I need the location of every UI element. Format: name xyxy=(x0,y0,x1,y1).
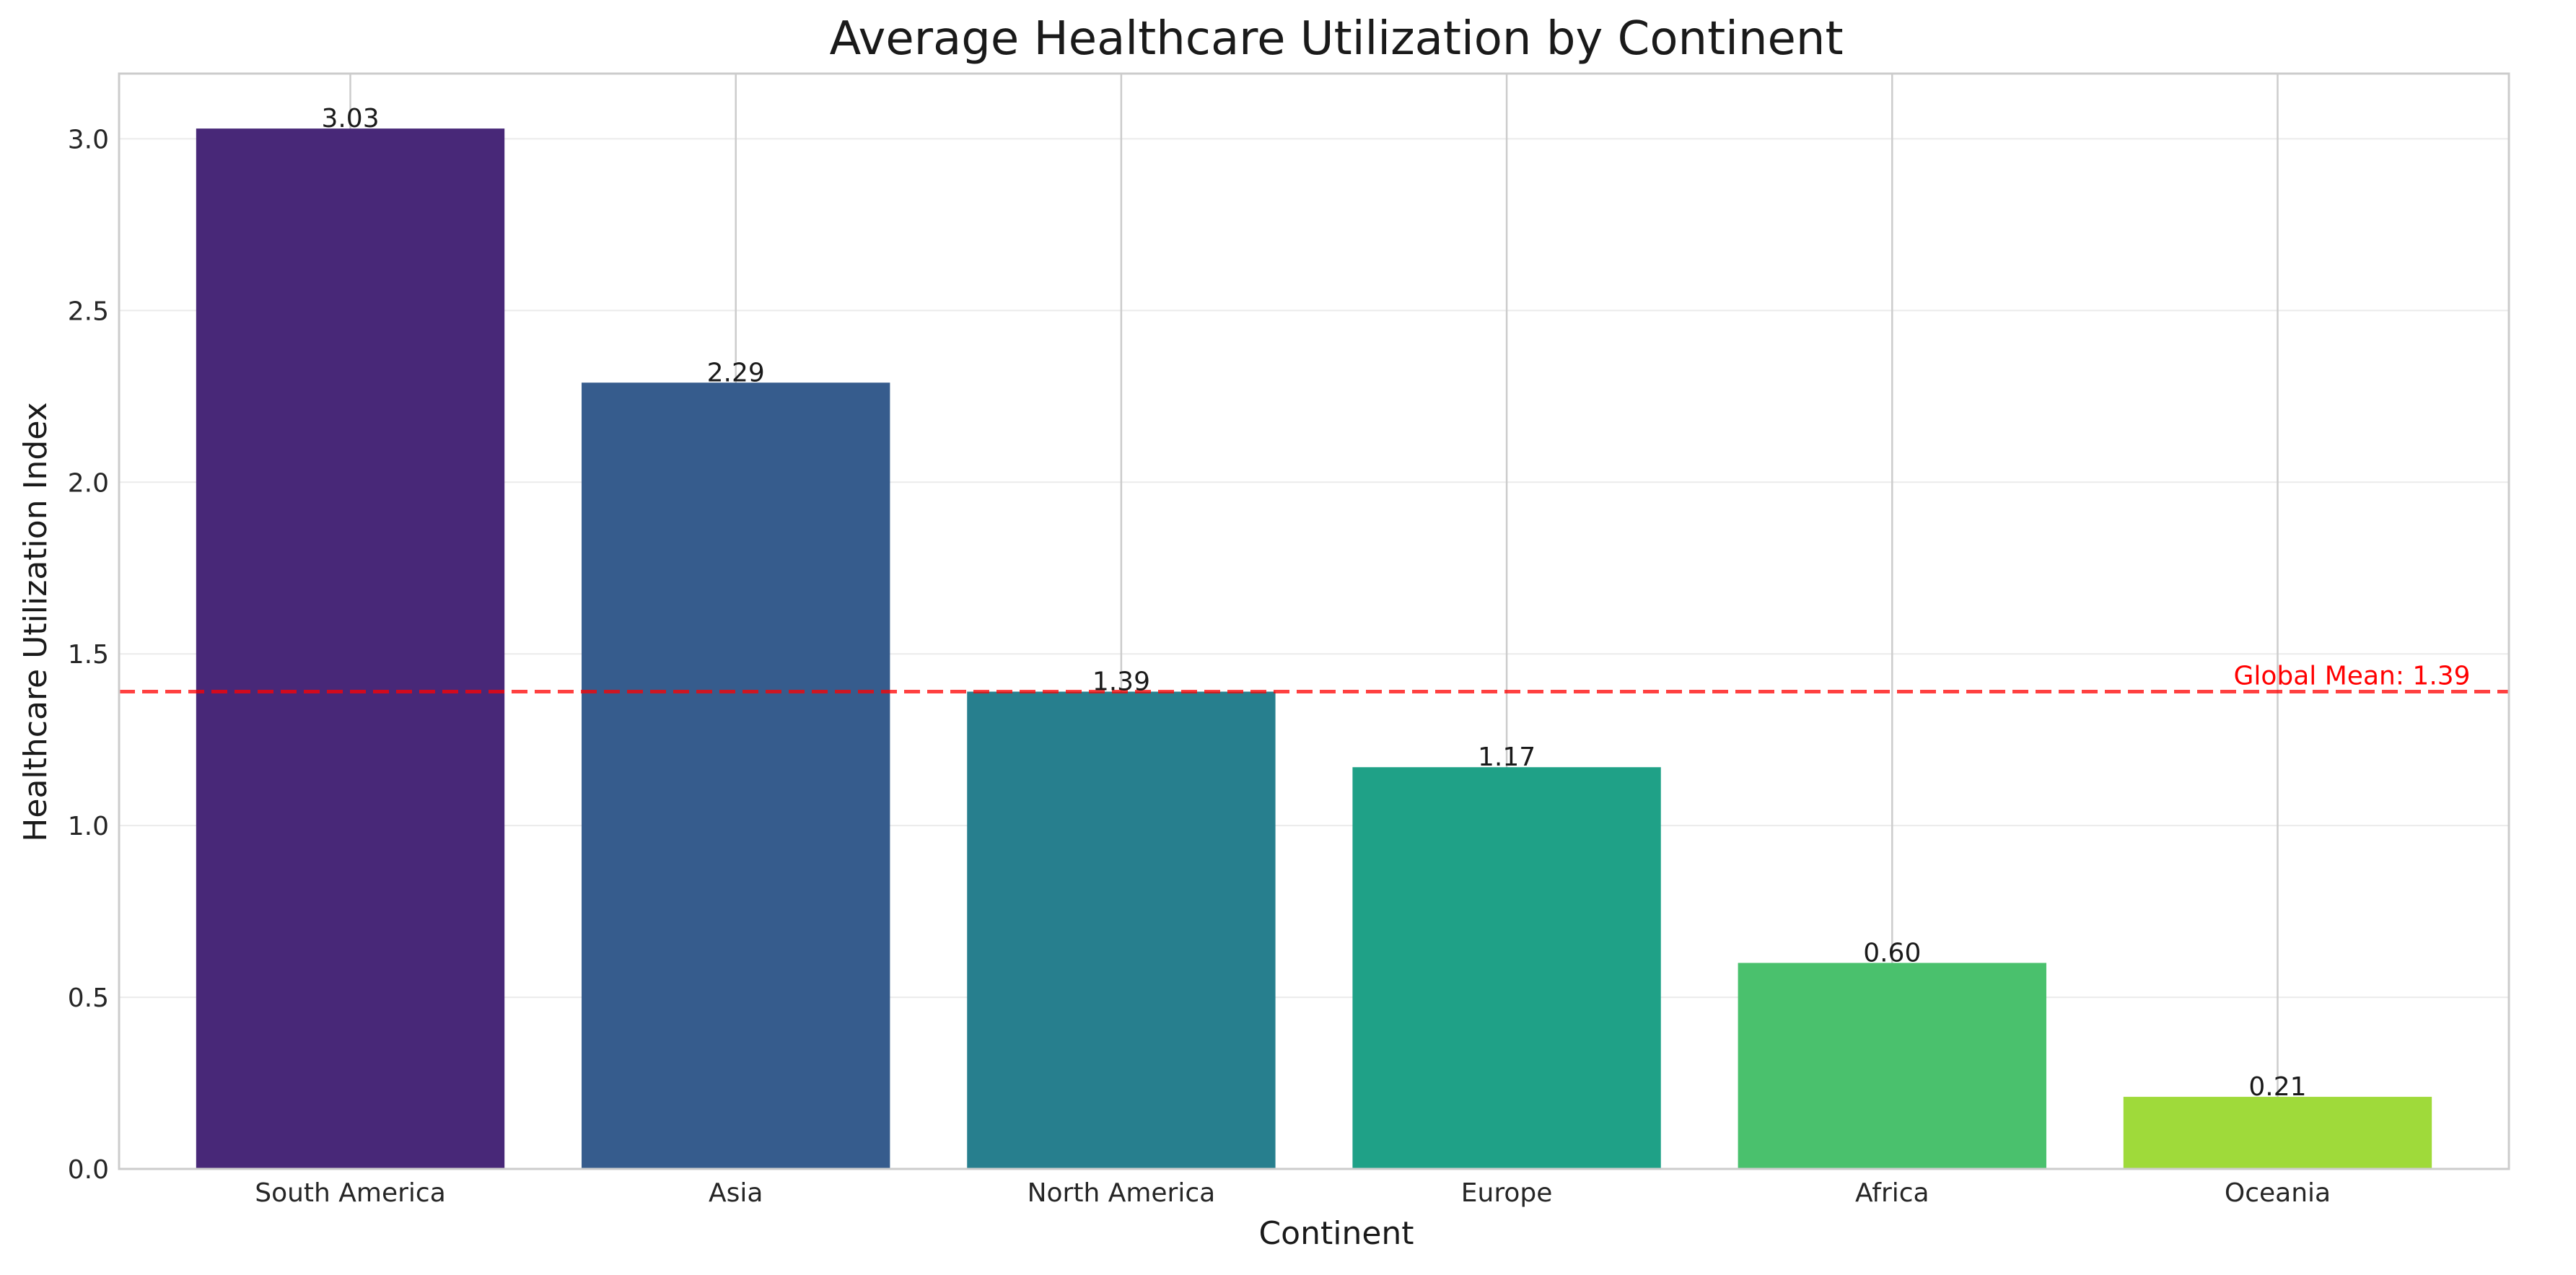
x-tick-labels: South America Asia North America Europe Afri… xyxy=(255,1178,2331,1208)
x-tick-label: North America xyxy=(1028,1178,1216,1208)
y-tick-label: 0.0 xyxy=(68,1155,109,1185)
bar-value-label: 1.39 xyxy=(1092,667,1150,697)
plot-frame xyxy=(118,72,2510,1170)
y-tick-label: 3.0 xyxy=(68,125,109,154)
bar-value-labels: 3.03 2.29 1.39 1.17 0.60 0.21 xyxy=(321,104,2306,1102)
bar-south-america xyxy=(196,128,505,1169)
x-axis-label: Continent xyxy=(1258,1215,1414,1252)
y-axis-label: Healthcare Utilization Index xyxy=(17,402,54,841)
x-tick-label: South America xyxy=(255,1178,446,1208)
bar-europe xyxy=(1352,767,1661,1169)
bar-africa xyxy=(1738,963,2046,1169)
bar-value-label: 2.29 xyxy=(707,358,765,387)
x-tick-label: Oceania xyxy=(2225,1178,2331,1208)
y-tick-labels: 0.0 0.5 1.0 1.5 2.0 2.5 3.0 xyxy=(68,125,109,1185)
reference-line-group: Global Mean: 1.39 xyxy=(119,662,2509,694)
global-mean-label: Global Mean: 1.39 xyxy=(2233,662,2470,691)
bar-value-label: 0.60 xyxy=(1863,938,1921,968)
y-tick-label: 0.5 xyxy=(68,983,109,1013)
bars xyxy=(196,128,2432,1169)
y-tick-label: 1.0 xyxy=(68,812,109,841)
x-tick-label: Asia xyxy=(709,1178,763,1208)
bar-value-label: 3.03 xyxy=(321,104,379,133)
bar-asia xyxy=(582,382,890,1169)
bar-value-label: 1.17 xyxy=(1478,742,1535,772)
bar-oceania xyxy=(2123,1097,2432,1169)
bar-value-label: 0.21 xyxy=(2248,1072,2306,1102)
x-tick-label: Africa xyxy=(1855,1178,1929,1208)
x-tick-label: Europe xyxy=(1461,1178,1553,1208)
bar-north-america xyxy=(967,691,1276,1169)
y-tick-label: 1.5 xyxy=(68,640,109,670)
y-tick-label: 2.5 xyxy=(68,297,109,326)
y-tick-label: 2.0 xyxy=(68,468,109,498)
chart-title: Average Healthcare Utilization by Contin… xyxy=(829,12,1843,66)
